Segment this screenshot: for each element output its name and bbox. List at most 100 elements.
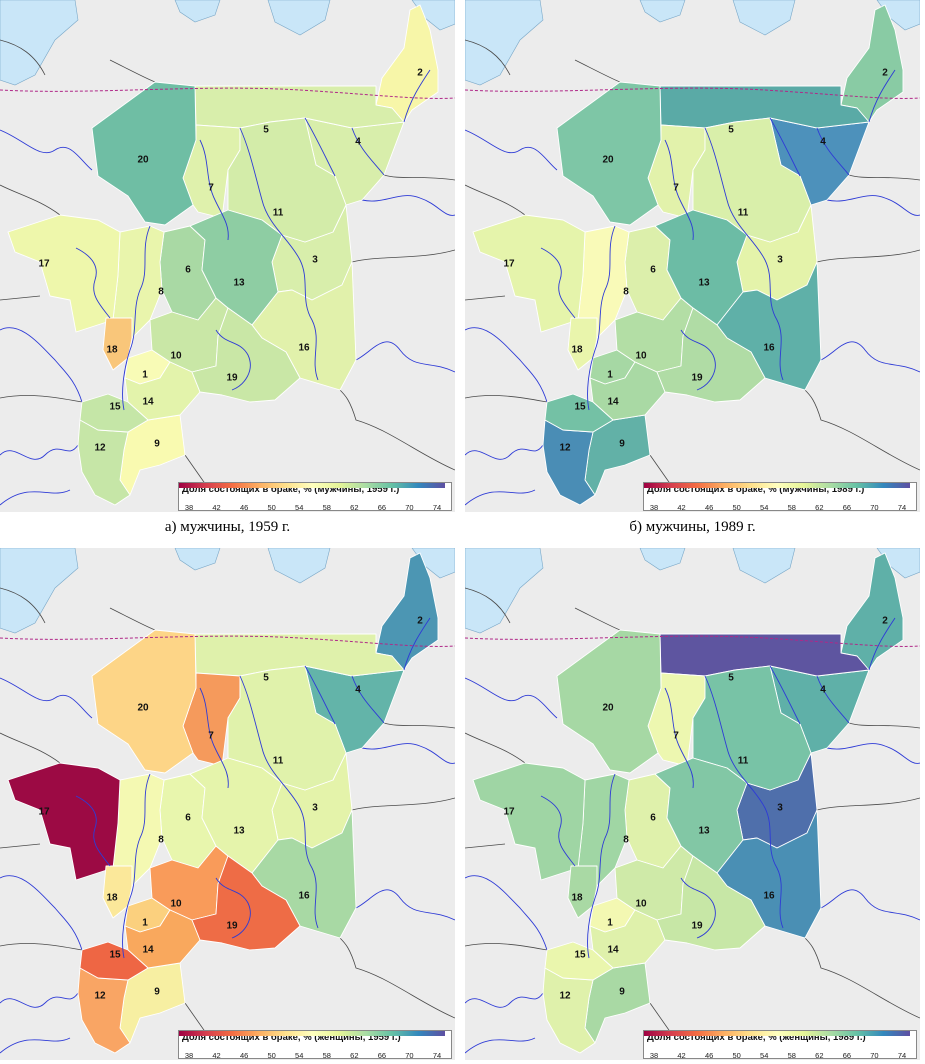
region-19[interactable] bbox=[191, 855, 301, 951]
legend-tick-label: 38 bbox=[184, 503, 194, 512]
legend-tick-label: 42 bbox=[677, 1051, 686, 1060]
legend-tick-label: 62 bbox=[350, 503, 359, 512]
legend-tick-label: 42 bbox=[212, 1051, 221, 1060]
river bbox=[355, 341, 455, 373]
region-19[interactable] bbox=[191, 307, 301, 403]
region-label: 20 bbox=[137, 155, 149, 166]
legend-tick-label: 46 bbox=[704, 503, 714, 512]
arctic-circle-line bbox=[465, 635, 920, 647]
region-label: 4 bbox=[355, 137, 361, 148]
admin-border bbox=[816, 797, 920, 811]
region-label: 14 bbox=[607, 397, 619, 408]
legend-tick-label: 50 bbox=[732, 1051, 741, 1060]
region-label: 1 bbox=[142, 918, 148, 929]
legend: Доля состоящих в браке, % (женщины, 1989… bbox=[643, 1030, 917, 1060]
admin-border bbox=[574, 59, 621, 83]
river bbox=[704, 675, 784, 929]
region-label: 11 bbox=[273, 756, 284, 767]
river bbox=[826, 743, 920, 764]
admin-border bbox=[848, 722, 920, 729]
region-label: 15 bbox=[109, 950, 121, 961]
region-label: 4 bbox=[355, 685, 361, 696]
region-15[interactable] bbox=[544, 393, 614, 433]
region-15[interactable] bbox=[79, 393, 149, 433]
legend-color-ramp bbox=[644, 483, 910, 488]
region-label: 11 bbox=[738, 756, 749, 767]
region-label: 4 bbox=[820, 137, 826, 148]
region-label: 2 bbox=[882, 68, 888, 79]
arctic-circle-line bbox=[465, 87, 920, 99]
admin-border bbox=[0, 843, 41, 849]
admin-border bbox=[816, 249, 920, 263]
region-17[interactable] bbox=[472, 214, 586, 333]
admin-border bbox=[339, 937, 455, 1019]
legend-tick-label: 70 bbox=[870, 503, 879, 512]
legend-tick-label: 66 bbox=[842, 1051, 852, 1060]
legend-tick-label: 46 bbox=[239, 1051, 249, 1060]
legend-tick-label: 38 bbox=[649, 503, 659, 512]
river bbox=[403, 617, 431, 671]
region-label: 19 bbox=[226, 373, 238, 384]
region-label: 20 bbox=[602, 155, 614, 166]
admin-border bbox=[465, 395, 548, 403]
legend-ticks: 38 42 46 50 54 58 62 66 70 74 bbox=[179, 503, 451, 512]
region-label: 9 bbox=[154, 987, 160, 998]
region-11[interactable] bbox=[692, 117, 812, 243]
legend-ticks: 38 42 46 50 54 58 62 66 70 74 bbox=[644, 503, 916, 512]
region-label: 17 bbox=[503, 259, 515, 270]
region-11[interactable] bbox=[227, 665, 347, 791]
region-17[interactable] bbox=[7, 762, 121, 881]
region-label: 12 bbox=[559, 443, 571, 454]
admin-border bbox=[383, 722, 455, 729]
region-11[interactable] bbox=[227, 117, 347, 243]
legend-tick-label: 74 bbox=[432, 1051, 442, 1060]
legend-title: Доля состоящих в браке, % (мужчины, 1989… bbox=[647, 484, 865, 495]
region-17[interactable] bbox=[7, 214, 121, 333]
water-body bbox=[267, 548, 331, 584]
region-20[interactable] bbox=[556, 81, 662, 226]
admin-border bbox=[465, 295, 506, 301]
water-body bbox=[0, 548, 79, 634]
admin-border bbox=[351, 797, 455, 811]
region-20[interactable] bbox=[556, 629, 662, 774]
river bbox=[361, 195, 455, 216]
region-15[interactable] bbox=[79, 941, 149, 981]
region-label: 18 bbox=[106, 345, 118, 356]
river bbox=[465, 327, 548, 403]
region-label: 7 bbox=[673, 183, 679, 194]
river bbox=[680, 329, 716, 391]
river bbox=[465, 129, 558, 171]
water-body bbox=[174, 0, 221, 23]
admin-border bbox=[0, 587, 46, 624]
map-panel-men-1959: 1 2 3 4 5 6 7 8 9 10 11 12 13 14 15 16 17 18 19 20 Доля сост… bbox=[0, 0, 455, 512]
region-20[interactable] bbox=[91, 81, 197, 226]
river bbox=[664, 139, 694, 241]
region-label: 10 bbox=[170, 899, 182, 910]
region-label: 16 bbox=[298, 891, 310, 902]
river bbox=[239, 127, 319, 381]
legend-tick-label: 62 bbox=[350, 1051, 359, 1060]
region-label: 11 bbox=[273, 208, 284, 219]
region-20[interactable] bbox=[91, 629, 197, 774]
caption-men-1989: б) мужчины, 1989 г. bbox=[629, 519, 756, 535]
region-11[interactable] bbox=[692, 665, 812, 791]
river bbox=[826, 195, 920, 216]
river bbox=[465, 875, 548, 951]
region-label: 6 bbox=[650, 813, 656, 824]
legend-color-ramp bbox=[179, 1031, 445, 1036]
region-label: 17 bbox=[38, 807, 50, 818]
region-label: 1 bbox=[607, 370, 613, 381]
river bbox=[664, 687, 694, 789]
region-label: 3 bbox=[777, 255, 783, 266]
legend-tick-label: 66 bbox=[842, 503, 852, 512]
region-19[interactable] bbox=[656, 855, 766, 951]
region-label: 1 bbox=[607, 918, 613, 929]
legend-ticks: 38 42 46 50 54 58 62 66 70 74 bbox=[179, 1051, 451, 1060]
region-label: 20 bbox=[137, 703, 149, 714]
region-19[interactable] bbox=[656, 307, 766, 403]
region-17[interactable] bbox=[472, 762, 586, 881]
river bbox=[215, 329, 251, 391]
river bbox=[816, 675, 850, 724]
region-15[interactable] bbox=[544, 941, 614, 981]
legend-tick-label: 54 bbox=[295, 1051, 304, 1060]
